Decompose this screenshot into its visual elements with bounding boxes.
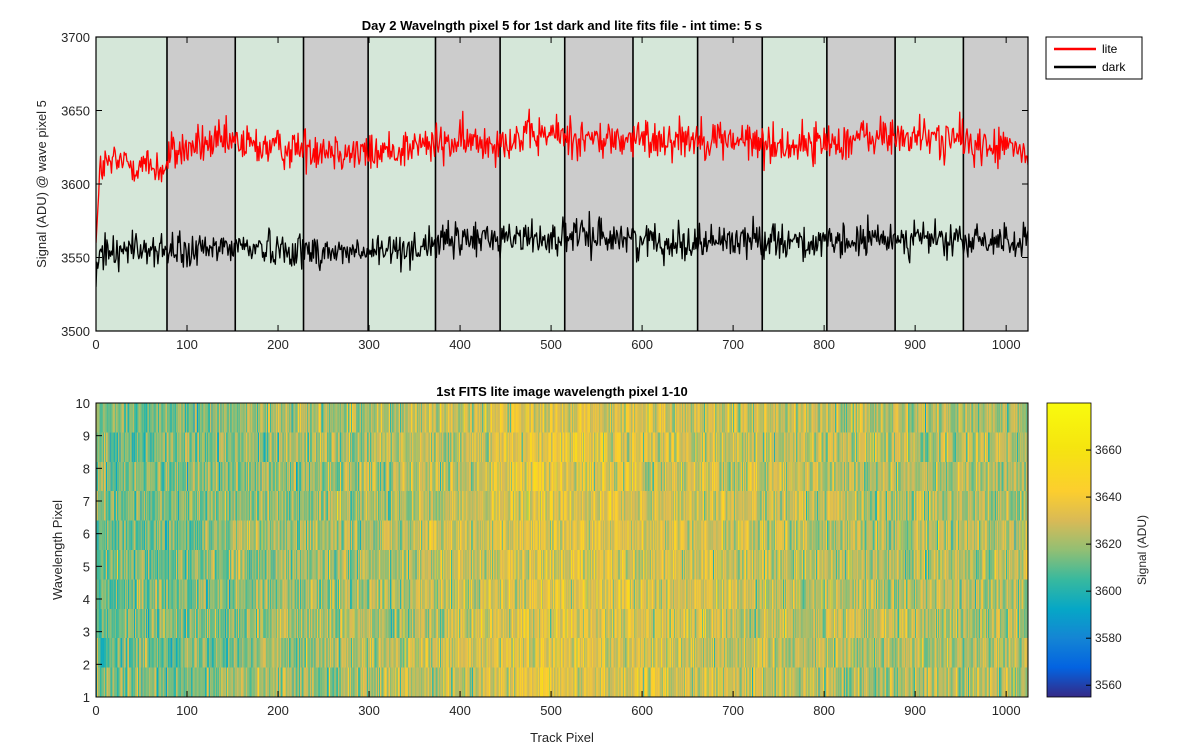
x-tick-label: 100 xyxy=(176,337,198,352)
background-band xyxy=(963,37,1028,331)
background-band xyxy=(235,37,304,331)
y-tick-label: 9 xyxy=(83,429,90,444)
x-tick-label: 1000 xyxy=(992,703,1021,718)
x-tick-label: 400 xyxy=(449,703,471,718)
y-tick-label: 5 xyxy=(83,559,90,574)
line-y-axis-label: Signal (ADU) @ wave pixel 5 xyxy=(34,100,49,268)
background-band xyxy=(500,37,565,331)
background-band xyxy=(368,37,436,331)
colorbar-tick-label: 3660 xyxy=(1095,443,1122,457)
background-band xyxy=(564,37,633,331)
x-tick-label: 0 xyxy=(92,703,99,718)
colorbar-ticks: 3560 3580 3600 3620 3640 3660 xyxy=(1086,443,1122,692)
series-line-dark xyxy=(96,210,1028,287)
legend-label-dark: dark xyxy=(1102,60,1126,74)
x-tick-label: 400 xyxy=(449,337,471,352)
x-tick-label: 300 xyxy=(358,337,380,352)
y-tick-label: 3500 xyxy=(61,324,90,339)
colorbar-tick-label: 3640 xyxy=(1095,490,1122,504)
x-tick-label: 200 xyxy=(267,703,289,718)
legend: lite dark xyxy=(1045,36,1143,80)
background-band xyxy=(826,37,896,331)
background-band xyxy=(895,37,964,331)
colorbar: 3560 3580 3600 3620 3640 3660 Signal (ADU) xyxy=(1046,402,1149,698)
y-tick-label: 8 xyxy=(83,461,90,476)
y-tick-label: 3700 xyxy=(61,30,90,45)
legend-box xyxy=(1045,36,1143,80)
y-tick-label: 3550 xyxy=(61,251,90,266)
x-tick-label: 600 xyxy=(631,337,653,352)
x-tick-label: 900 xyxy=(904,703,926,718)
x-tick-label: 100 xyxy=(176,703,198,718)
x-tick-label: 700 xyxy=(722,703,744,718)
background-band xyxy=(762,37,827,331)
background-band xyxy=(697,37,763,331)
heatmap-x-axis: 0 100 200 300 400 500 600 700 800 900 1000 xyxy=(92,691,1021,718)
x-tick-label: 1000 xyxy=(992,337,1021,352)
heatmap-image xyxy=(96,403,1028,697)
heatmap-chart: 0 100 200 300 400 500 600 700 800 900 1000 1 2 3 4 5 6 7… xyxy=(50,384,1149,745)
x-tick-label: 0 xyxy=(92,337,99,352)
y-tick-label: 10 xyxy=(76,396,90,411)
background-band xyxy=(435,37,501,331)
colorbar-gradient xyxy=(1046,402,1092,698)
heatmap-canvas xyxy=(96,403,1028,697)
y-tick-label: 3600 xyxy=(61,177,90,192)
series-line-lite xyxy=(96,108,1028,243)
x-tick-label: 800 xyxy=(813,703,835,718)
x-tick-label: 200 xyxy=(267,337,289,352)
background-band xyxy=(166,37,236,331)
colorbar-tick-label: 3600 xyxy=(1095,584,1122,598)
colorbar-label: Signal (ADU) xyxy=(1135,515,1149,585)
series-group xyxy=(96,108,1028,287)
line-x-axis: 0 100 200 300 400 500 600 700 800 900 1000 xyxy=(92,37,1021,352)
colorbar-tick-label: 3580 xyxy=(1095,631,1122,645)
x-tick-label: 300 xyxy=(358,703,380,718)
y-tick-label: 2 xyxy=(83,657,90,672)
background-bands xyxy=(96,37,1028,331)
y-tick-label: 6 xyxy=(83,527,90,542)
heatmap-cells xyxy=(96,403,1028,697)
x-tick-label: 600 xyxy=(631,703,653,718)
colorbar-tick-label: 3560 xyxy=(1095,678,1122,692)
y-tick-label: 1 xyxy=(83,690,90,705)
legend-label-lite: lite xyxy=(1102,42,1118,56)
line-chart: 0 100 200 300 400 500 600 700 800 900 1000 3500 355… xyxy=(34,18,1143,352)
heatmap-frame xyxy=(95,402,1029,698)
heatmap-x-axis-label: Track Pixel xyxy=(530,730,594,745)
line-y-axis: 3500 3550 3600 3650 3700 xyxy=(61,30,1028,339)
background-band xyxy=(96,37,167,331)
x-tick-label: 800 xyxy=(813,337,835,352)
y-tick-label: 3 xyxy=(83,625,90,640)
y-tick-label: 7 xyxy=(83,494,90,509)
x-tick-label: 500 xyxy=(540,337,562,352)
heatmap-title: 1st FITS lite image wavelength pixel 1-1… xyxy=(436,384,687,399)
x-tick-label: 900 xyxy=(904,337,926,352)
heatmap-y-axis: 1 2 3 4 5 6 7 8 9 10 xyxy=(76,396,102,705)
x-tick-label: 700 xyxy=(722,337,744,352)
background-band xyxy=(632,37,698,331)
heatmap-y-axis-label: Wavelength Pixel xyxy=(50,500,65,600)
y-tick-label: 4 xyxy=(83,592,90,607)
line-chart-title: Day 2 Wavelngth pixel 5 for 1st dark and… xyxy=(362,18,762,33)
y-tick-label: 3650 xyxy=(61,104,90,119)
x-tick-label: 500 xyxy=(540,703,562,718)
colorbar-tick-label: 3620 xyxy=(1095,537,1122,551)
background-band xyxy=(303,37,369,331)
